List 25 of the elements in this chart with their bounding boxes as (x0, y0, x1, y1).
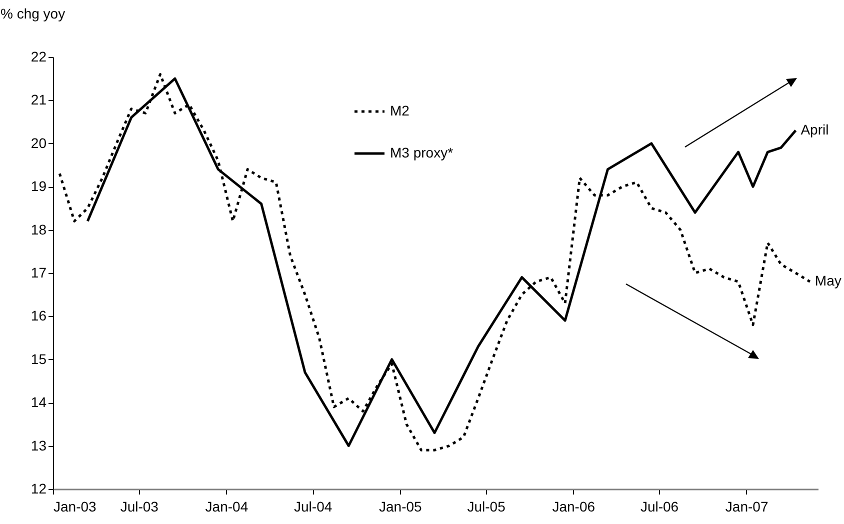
x-tick-label: Jul-06 (640, 498, 679, 514)
x-tick-label: Jan-06 (552, 498, 596, 514)
annotation: May (814, 272, 842, 289)
y-tick-label: 19 (30, 178, 47, 194)
y-tick-label: 16 (30, 308, 47, 324)
x-tick-label: Jul-05 (467, 498, 506, 514)
y-axis-title: % chg yoy (0, 6, 66, 22)
x-tick-label: Jan-03 (54, 498, 97, 514)
y-tick-label: 21 (30, 92, 47, 108)
x-tick-label: Jul-04 (294, 498, 332, 514)
y-tick-label: 20 (30, 134, 47, 151)
x-tick-label: Jan-05 (379, 498, 422, 514)
annotation: April (800, 121, 829, 138)
x-tick-label: Jan-07 (725, 498, 768, 514)
y-tick-label: 13 (30, 437, 47, 454)
x-tick-label: Jan-04 (205, 498, 248, 514)
y-tick-label: 15 (30, 350, 47, 367)
y-tick-label: 22 (30, 48, 47, 64)
y-tick-label: 12 (30, 480, 47, 496)
y-tick-label: 18 (30, 221, 47, 238)
legend-label: M2 (390, 102, 410, 118)
legend-label: M3 proxy* (390, 144, 454, 160)
y-tick-label: 17 (30, 264, 47, 280)
y-tick-label: 14 (30, 394, 47, 410)
x-tick-label: Jul-03 (120, 498, 159, 514)
